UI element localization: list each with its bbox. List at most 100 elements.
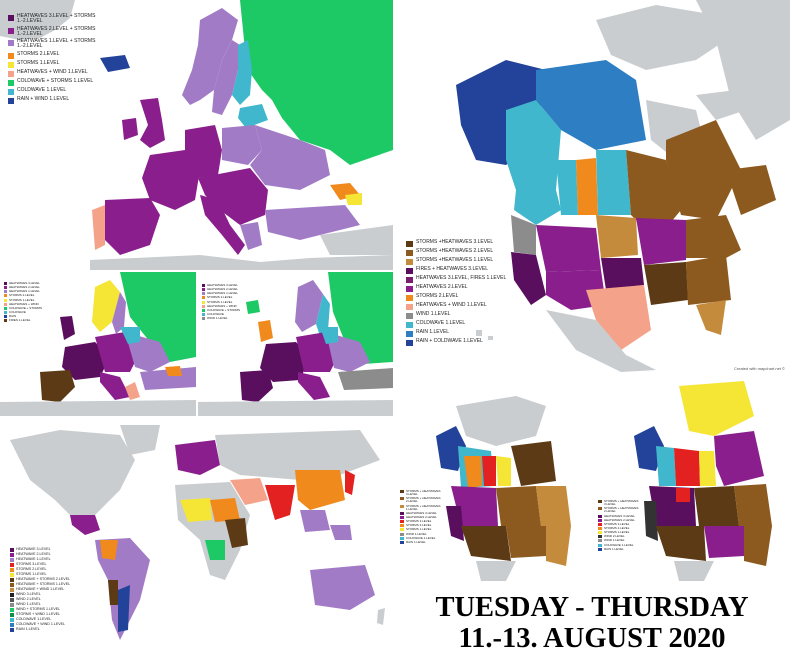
legend-swatch — [4, 315, 7, 319]
legend-swatch — [400, 528, 404, 532]
legend-item: STORMS 2.LEVEL — [4, 294, 50, 298]
legend-label: HEATWAVES 3.LEVEL — [207, 283, 238, 287]
legend-label: COLDWAVE 1.LEVEL — [406, 535, 436, 540]
legend-swatch — [8, 52, 14, 59]
legend-item: STORMS +HEATWAVES 2.LEVEL — [406, 248, 516, 256]
legend-label: RAIN 1.LEVEL — [416, 329, 450, 335]
legend-swatch — [4, 282, 7, 285]
legend-swatch — [406, 286, 413, 292]
legend-item: RAIN — [4, 314, 50, 319]
legend-label: HEATWAVES + WIND — [9, 301, 39, 306]
iceland-region — [100, 55, 130, 72]
ontario-region — [626, 150, 681, 240]
spain-region — [105, 198, 160, 255]
legend-item: WIND 1.LEVEL — [400, 532, 450, 536]
legend-item: HEATWAVE 3.LEVEL — [10, 547, 72, 552]
legend-swatch — [202, 296, 205, 300]
legend-item: STORMS + HEATWAVES 2.LEVEL — [598, 507, 648, 513]
legend-item: COLDWAVE 1.LEVEL — [10, 617, 72, 622]
finland-region — [232, 40, 252, 105]
legend-swatch — [202, 288, 205, 292]
legend-swatch — [8, 70, 14, 77]
legend-item: HEATWAVES 3.LEVEL + STORMS 1.-2.LEVEL — [8, 13, 96, 25]
legend-item: WIND 1.LEVEL — [202, 316, 248, 321]
nwt-region — [506, 100, 561, 190]
legend-label: WIND 1.LEVEL — [416, 311, 451, 317]
legend-label: WIND 1.LEVEL — [16, 602, 41, 606]
legend-item: HEATWAVES + WIND 1.LEVEL — [8, 69, 96, 77]
legend-label: COLDWAVE 1.LEVEL — [16, 617, 52, 621]
legend-swatch — [10, 558, 14, 562]
greece-region — [240, 222, 262, 250]
uk-region — [140, 98, 165, 148]
na-day3-legend: STORMS + HEATWAVES 3.LEVEL STORMS + HEAT… — [598, 499, 648, 552]
legend-item: HEATWAVES 2.LEVEL — [202, 287, 248, 292]
legend-label: STORMS +HEATWAVES 1.LEVEL — [416, 257, 494, 263]
legend-item: HEATWAVES 2.LEVEL — [598, 518, 648, 522]
norway-region — [182, 8, 238, 105]
legend-swatch — [400, 497, 404, 501]
nunavut-region — [536, 60, 646, 150]
legend-item: RAIN + COLDWAVE 1.LEVEL — [406, 338, 516, 346]
belarus-ukraine-region — [250, 125, 330, 190]
legend-label: HEATWAVE 2.LEVEL — [16, 552, 51, 556]
europe-day3-map-panel: HEATWAVES 3.LEVEL HEATWAVES 2.LEVEL HEAT… — [198, 272, 393, 416]
greenland-na — [696, 0, 790, 140]
legend-label: COLDWAVE + STORMS — [9, 305, 43, 310]
legend-label: HEATWAVES 3.LEVEL — [406, 510, 437, 515]
legend-swatch — [400, 504, 404, 508]
legend-label: STORMS + HEATWAVES 3.LEVEL — [406, 489, 441, 497]
legend-item: STORMS 2.LEVEL — [406, 293, 516, 301]
legend-item: WIND + STORMS 1.LEVEL — [10, 607, 72, 612]
legend-swatch — [4, 302, 7, 306]
legend-item: HEATWAVE + STORMS 2.LEVEL — [10, 577, 72, 582]
legend-swatch — [406, 277, 413, 283]
legend-label: COLDWAVE + WIND 1.LEVEL — [16, 622, 66, 626]
legend-label: STORMS 2.LEVEL — [17, 50, 60, 57]
legend-item: WIND 1.LEVEL — [406, 311, 516, 319]
north-africa-region — [90, 255, 393, 270]
legend-item: HEATWAVES 2.LEVEL — [400, 515, 450, 519]
legend-swatch — [8, 88, 14, 95]
legend-swatch — [10, 578, 14, 582]
greenland-shape — [0, 0, 75, 40]
legend-item: STORMS 1.LEVEL — [10, 572, 72, 577]
us-south-central — [644, 262, 688, 305]
legend-label: WIND 1.LEVEL — [207, 316, 228, 321]
europe-day2-map — [0, 272, 196, 416]
legend-swatch — [4, 306, 7, 310]
legend-item: RAIN 1.LEVEL — [598, 547, 648, 551]
legend-item: COLDWAVE + STORMS — [202, 308, 248, 312]
portugal-region — [92, 205, 105, 250]
legend-item: RAIN + WIND 1.LEVEL — [8, 96, 96, 104]
legend-swatch — [10, 568, 14, 572]
north-america-map-panel: STORMS +HEATWAVES 3.LEVEL STORMS +HEATWA… — [396, 0, 790, 372]
legend-item: COLDWAVE + STORMS 1.LEVEL — [8, 78, 96, 86]
north-america-map — [396, 0, 790, 372]
legend-item: STORMS 3.LEVEL — [598, 522, 648, 526]
baltic-region — [238, 104, 268, 128]
legend-swatch — [400, 520, 404, 524]
legend-swatch — [4, 298, 7, 302]
legend-label: HEATWAVE + STORMS 2.LEVEL — [16, 577, 71, 581]
legend-label: FIRES 1.LEVEL — [9, 318, 31, 323]
legend-swatch — [598, 531, 602, 535]
na-day3-map — [594, 376, 790, 586]
legend-swatch — [10, 573, 14, 577]
legend-item: HEATWAVES 3.LEVEL, FIRES 1.LEVEL — [406, 275, 516, 283]
europe-day1-map-panel: HEATWAVES 3.LEVEL + STORMS 1.-2.LEVEL HE… — [0, 0, 393, 270]
legend-label: HEATWAVES + WIND 1.LEVEL — [416, 302, 487, 308]
legend-label: STORMS + HEATWAVES 3.LEVEL — [604, 499, 639, 507]
legend-swatch — [202, 308, 205, 312]
legend-label: STORMS 2.LEVEL — [406, 523, 432, 528]
legend-swatch — [202, 317, 205, 321]
legend-swatch — [598, 518, 602, 522]
legend-item: HEATWAVES + WIND — [202, 304, 248, 308]
legend-label: STORMS 2.LEVEL — [16, 567, 47, 571]
legend-label: RAIN 1.LEVEL — [406, 539, 426, 544]
legend-item: HEATWAVES 3.LEVEL — [202, 283, 248, 287]
legend-label: WIND 2.LEVEL — [604, 534, 625, 539]
legend-label: FIRES + HEATWAVES 3.LEVEL — [416, 266, 489, 272]
europe-day3-map — [198, 272, 393, 416]
legend-label: WIND 2.LEVEL — [16, 597, 41, 601]
